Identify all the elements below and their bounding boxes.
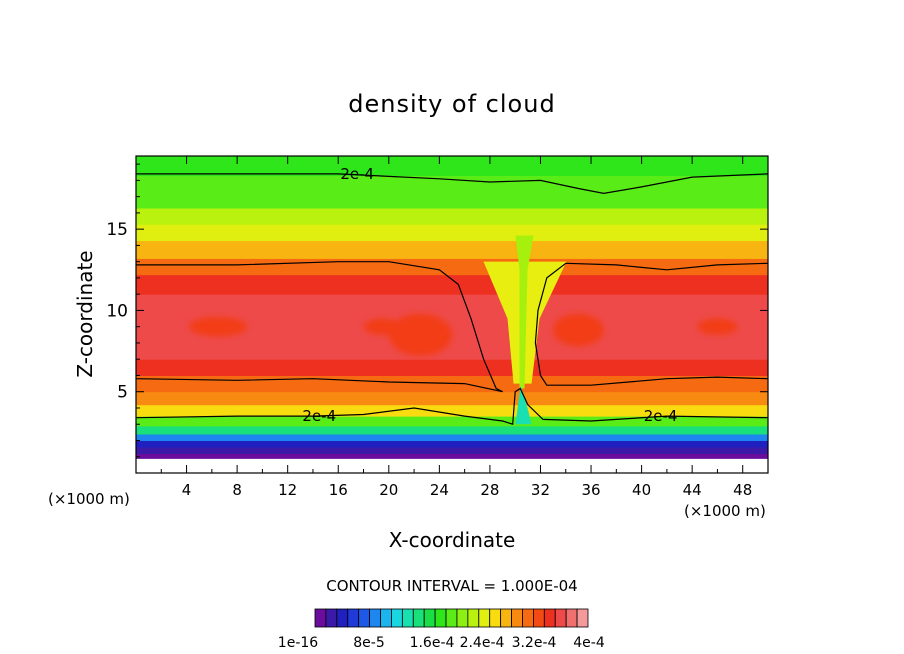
field-band-17	[136, 175, 768, 193]
contour-low	[136, 387, 768, 426]
x-tick-label-11: 48	[733, 481, 752, 499]
field-band-6	[136, 404, 768, 417]
contour-left-block	[136, 261, 503, 393]
colorbar-swatch-17	[500, 608, 512, 628]
colorbar-swatch-0	[314, 608, 327, 628]
downdraft-green	[515, 235, 534, 389]
colorbar-labels: 1e-16 8e-5 1.6e-4 2.4e-4 3.2e-4 4e-4	[278, 635, 605, 651]
colorbar-swatch-20	[533, 608, 545, 628]
field-band-9	[136, 359, 768, 376]
contour-label-0: 2e-4	[340, 165, 374, 183]
field-band-18	[136, 156, 768, 177]
x-tick-label-8: 36	[581, 481, 600, 499]
plot-area	[136, 156, 768, 473]
field-band-15	[136, 208, 768, 225]
contour-label-1: 2e-4	[302, 407, 336, 425]
x-units-right: (×1000 m)	[684, 502, 766, 520]
colorbar-swatch-21	[543, 608, 556, 628]
chart-title: density of cloud	[348, 90, 555, 118]
contour-labels: 2e-4 2e-4 2e-4	[302, 165, 678, 425]
colorbar-swatch-23	[565, 608, 578, 628]
colorbar-swatch-14	[467, 608, 480, 628]
field-band-16	[136, 191, 768, 209]
x-tick-label-3: 16	[329, 481, 348, 499]
field-band-3	[136, 433, 768, 441]
field-band-5	[136, 416, 768, 427]
colorbar-label-5: 4e-4	[573, 635, 605, 651]
contour-label-2: 2e-4	[644, 407, 678, 425]
x-axis-ticks: 4 8 12 16 20 24 28 32 36 40 44 48	[160, 156, 752, 499]
colorbar-label-0: 1e-16	[278, 635, 318, 651]
x-tick-label-4: 20	[379, 481, 398, 499]
contour-right-block	[534, 262, 768, 386]
colorbar-label-4: 3.2e-4	[512, 635, 557, 651]
colorbar-label-3: 2.4e-4	[460, 635, 505, 651]
x-axis-label: X-coordinate	[389, 528, 516, 552]
x-tick-label-9: 40	[632, 481, 651, 499]
field-band-7	[136, 391, 768, 406]
density-field	[136, 156, 768, 459]
x-tick-label-10: 44	[683, 481, 702, 499]
colorbar	[314, 608, 589, 628]
colorbar-swatch-18	[511, 608, 523, 628]
colorbar-swatch-16	[489, 608, 502, 628]
colorbar-swatch-5	[369, 608, 381, 628]
field-band-14	[136, 224, 768, 242]
field-band-0	[136, 453, 768, 459]
field-band-11	[136, 274, 768, 295]
y-tick-label-0: 5	[117, 383, 128, 403]
y-axis-label: Z-coordinate	[73, 250, 97, 377]
red-patches	[189, 313, 738, 356]
colorbar-swatch-13	[456, 608, 469, 628]
field-band-13	[136, 240, 768, 259]
x-tick-label-7: 32	[531, 481, 550, 499]
red-patch-4	[697, 318, 738, 335]
colorbar-swatch-19	[522, 608, 534, 628]
x-tick-label-0: 4	[182, 481, 192, 499]
x-tick-label-5: 24	[430, 481, 449, 499]
colorbar-swatch-24	[576, 608, 589, 628]
x-tick-label-1: 8	[232, 481, 242, 499]
colorbar-swatch-10	[423, 608, 436, 628]
colorbar-label-2: 1.6e-4	[410, 635, 455, 651]
x-units-left: (×1000 m)	[48, 490, 130, 508]
field-band-4	[136, 425, 768, 435]
colorbar-swatch-2	[336, 608, 349, 628]
colorbar-swatch-1	[325, 608, 338, 628]
colorbar-swatch-15	[478, 608, 491, 628]
colorbar-swatch-4	[358, 608, 370, 628]
colorbar-swatch-6	[380, 608, 392, 628]
contour-lines	[136, 173, 768, 426]
red-patch-3	[553, 313, 604, 347]
colorbar-swatch-9	[412, 608, 425, 628]
downdraft-column	[483, 235, 567, 425]
contour-interval-text: CONTOUR INTERVAL = 1.000E-04	[326, 577, 577, 595]
colorbar-swatch-22	[554, 608, 567, 628]
colorbar-swatch-3	[347, 608, 360, 628]
red-patch-0	[388, 313, 452, 356]
x-tick-label-6: 28	[480, 481, 499, 499]
contour-top	[136, 173, 768, 195]
colorbar-swatch-7	[391, 608, 403, 628]
field-band-12	[136, 258, 768, 276]
field-band-1	[136, 446, 768, 454]
y-tick-label-2: 15	[106, 220, 128, 240]
colorbar-label-1: 8e-5	[353, 635, 384, 651]
colorbar-swatch-8	[401, 608, 414, 628]
red-patch-1	[363, 318, 402, 335]
plot-frame	[135, 155, 769, 474]
field-band-2	[136, 440, 768, 448]
x-tick-label-2: 12	[278, 481, 297, 499]
colorbar-swatch-11	[434, 608, 447, 628]
y-tick-label-1: 10	[106, 301, 128, 321]
y-axis-ticks: 5 10 15	[106, 163, 768, 458]
colorbar-swatch-12	[445, 608, 458, 628]
downdraft-spike	[515, 385, 532, 425]
red-patch-2	[189, 316, 248, 337]
